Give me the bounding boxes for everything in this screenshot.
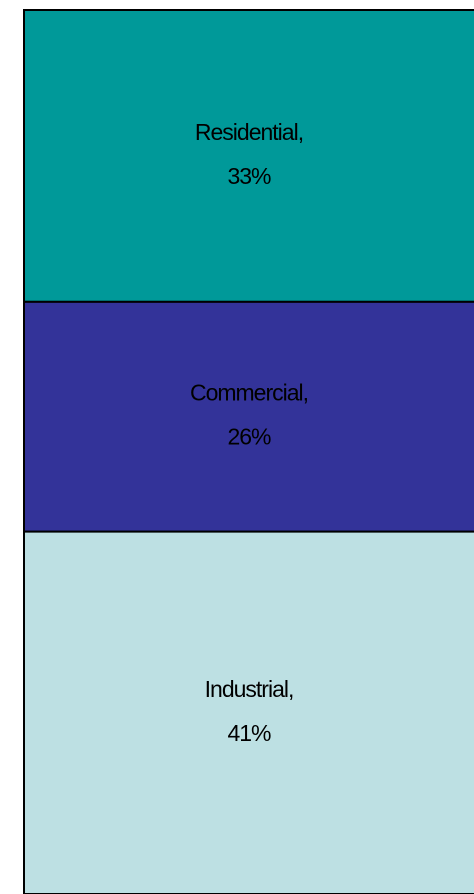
data-label: 41%	[227, 720, 271, 746]
segment-name: Residential,	[195, 119, 303, 145]
data-label: 26%	[227, 424, 271, 450]
segment-name: Commercial,	[190, 380, 308, 406]
bar-segment	[23, 530, 474, 894]
segment-name: Industrial,	[205, 676, 294, 702]
bar-segment	[23, 300, 474, 533]
data-label: 33%	[227, 163, 271, 189]
bar-segment	[23, 9, 474, 303]
